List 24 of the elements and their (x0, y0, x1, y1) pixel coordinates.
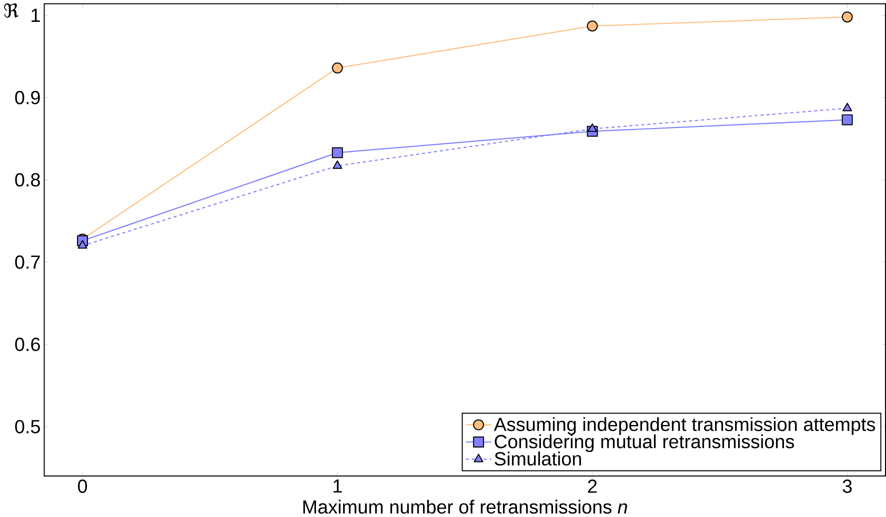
point (586, 20, 598, 32)
legend-label: Considering mutual retransmissions (494, 434, 794, 452)
point (842, 114, 853, 126)
point (842, 11, 853, 22)
point (332, 160, 342, 169)
x-axis-title: Maximum number of retransmissions n (303, 500, 628, 514)
y-tick-label: 0.5 (15, 420, 40, 434)
point (332, 147, 343, 158)
y-tick-label: 0.7 (15, 255, 40, 269)
x-tick-label: 0 (78, 480, 88, 493)
legend-label: Simulation (494, 452, 581, 466)
y-axis-title: ℜ (4, 3, 19, 18)
y-tick-label: 0.9 (15, 90, 40, 104)
y-tick-label: 1 (32, 8, 40, 22)
point (332, 62, 343, 74)
y-tick-label: 0.8 (15, 173, 40, 187)
x-tick-label: 2 (588, 480, 597, 493)
y-tick-label: 0.6 (15, 338, 40, 352)
point (78, 240, 88, 249)
point (842, 102, 852, 112)
point (588, 123, 598, 132)
legend-label: Assuming independent transmission attempts (494, 417, 876, 435)
x-tick-label: 3 (842, 480, 852, 493)
x-tick-label: 1 (334, 480, 342, 493)
